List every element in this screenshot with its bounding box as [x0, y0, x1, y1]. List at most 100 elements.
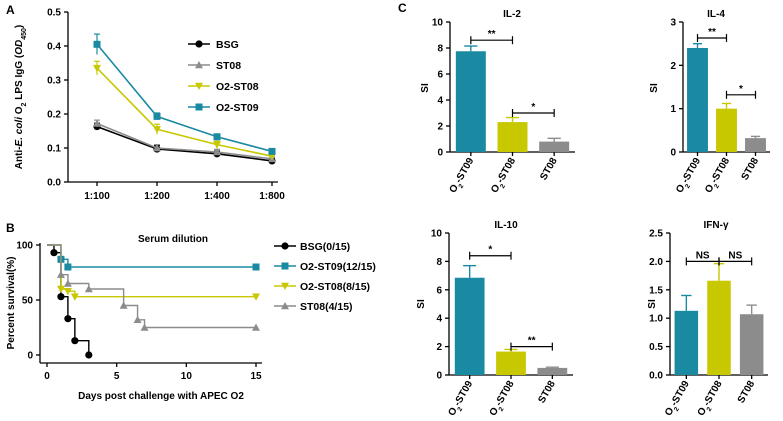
y-axis-label: Percent survival(%) [6, 257, 17, 350]
legend-label: O2-ST08(8/15) [300, 281, 370, 293]
x-tick-label: ST08 [740, 156, 762, 183]
x-tick-label: 5 [114, 371, 120, 382]
y-tick-label: 0.1 [47, 144, 61, 155]
survival-point [70, 293, 79, 301]
survival-point [64, 315, 72, 323]
survival-point [85, 351, 93, 359]
x-tick-label: 1:400 [204, 191, 230, 202]
bar-ST08 [539, 141, 570, 152]
y-tick-label: 2 [436, 342, 442, 353]
panel-b-survival-chart: 0 50 100 0 5 10 15 Percent survival(%) Days post… [6, 241, 376, 403]
y-tick-label: 0.5 [649, 342, 663, 353]
survival-point [252, 293, 260, 301]
y-tick-label: 2.0 [649, 257, 663, 268]
survival-line-O2-ST08(8/15) [47, 244, 256, 298]
x-tick-label: O2-ST08 [696, 379, 727, 420]
survival-point [71, 337, 79, 345]
bar-ST08 [745, 138, 766, 152]
legend-marker [195, 61, 203, 69]
y-tick-label: 4 [437, 96, 443, 107]
x-axis-label: Days post challenge with APEC O2 [78, 391, 244, 402]
y-tick-label: 8 [437, 44, 443, 55]
survival-point [63, 288, 72, 296]
y-tick-label: 6 [436, 285, 442, 296]
x-tick-label: O2-ST09 [663, 379, 694, 420]
y-tick-label: 3 [670, 18, 676, 29]
x-tick-label: O2-ST09 [448, 156, 479, 197]
legend-marker [281, 262, 289, 270]
chart-title: IFN-γ [704, 220, 729, 231]
significance-label: * [531, 102, 535, 113]
chart-title: IL-4 [707, 9, 725, 20]
survival-point [133, 315, 142, 323]
y-tick-label: 0.0 [47, 178, 61, 189]
y-tick-label: 0.5 [47, 8, 61, 19]
x-tick-label: 10 [181, 371, 193, 382]
significance-label: NS [728, 250, 742, 261]
y-tick-label: 0.0 [649, 371, 663, 382]
y-tick-label: 50 [22, 296, 34, 307]
survival-point [252, 263, 260, 271]
y-tick-label: 4 [436, 314, 442, 325]
y-axis-label: Anti-E. coli O2 LPS IgG (OD450) [14, 25, 28, 170]
data-point [153, 126, 161, 134]
y-tick-label: 10 [432, 18, 444, 29]
y-tick-label: 1 [670, 104, 676, 115]
legend-label: BSG [216, 39, 239, 51]
bar-O2-ST09 [455, 51, 486, 152]
y-tick-label: 10 [431, 229, 443, 240]
y-tick-label: 0 [436, 371, 442, 382]
x-tick-label: ST08 [538, 156, 560, 183]
bar-O2-ST08 [497, 122, 528, 152]
y-tick-label: 0.4 [47, 42, 61, 53]
data-point [93, 119, 101, 127]
bar-O2-ST08 [716, 108, 737, 152]
bar-ST08 [537, 367, 568, 375]
y-tick-label: 2 [437, 122, 443, 133]
x-tick-label: O2-ST09 [446, 379, 477, 420]
y-tick-label: 1.0 [649, 314, 663, 325]
survival-point [50, 249, 58, 257]
y-tick-label: 100 [16, 241, 33, 252]
y-axis-label: SI [647, 299, 658, 309]
significance-label: ** [528, 336, 536, 347]
legend-marker [281, 302, 289, 310]
bar-O2-ST08 [707, 280, 731, 375]
survival-point [64, 263, 72, 271]
bar-O2-ST09 [674, 310, 699, 375]
legend-marker [195, 82, 203, 90]
x-tick-label: 15 [250, 371, 262, 382]
data-point [153, 144, 161, 152]
x-tick-label: O2-ST08 [489, 156, 520, 197]
chart-title: IL-10 [494, 220, 518, 231]
panel-label-b: B [6, 221, 15, 235]
data-point [268, 147, 276, 155]
x-axis-label: Serum dilution [138, 234, 208, 245]
significance-label: * [488, 245, 492, 256]
x-tick-label: 1:200 [144, 191, 170, 202]
legend-label: ST08(4/15) [300, 301, 353, 313]
chart-title: IL-2 [503, 9, 521, 20]
x-tick-label: ST08 [736, 379, 758, 406]
survival-point [252, 323, 260, 331]
survival-point [119, 301, 128, 309]
y-axis-label: SI [649, 83, 660, 93]
significance-label: ** [708, 27, 716, 38]
data-point [213, 133, 221, 141]
x-tick-label: O2-ST08 [703, 156, 734, 197]
bar-O2-ST09 [454, 277, 485, 375]
panel-label-a: A [6, 3, 15, 17]
survival-point [140, 323, 149, 331]
bar-O2-ST08 [496, 351, 526, 375]
y-tick-label: 2.5 [649, 229, 663, 240]
y-tick-label: 0.3 [47, 76, 61, 87]
significance-label: NS [696, 250, 710, 261]
legend-label: ST08 [216, 60, 241, 72]
survival-line-O2-ST09(12/15) [47, 244, 256, 268]
legend-marker [281, 242, 289, 250]
legend-label: O2-ST09 [216, 102, 259, 114]
